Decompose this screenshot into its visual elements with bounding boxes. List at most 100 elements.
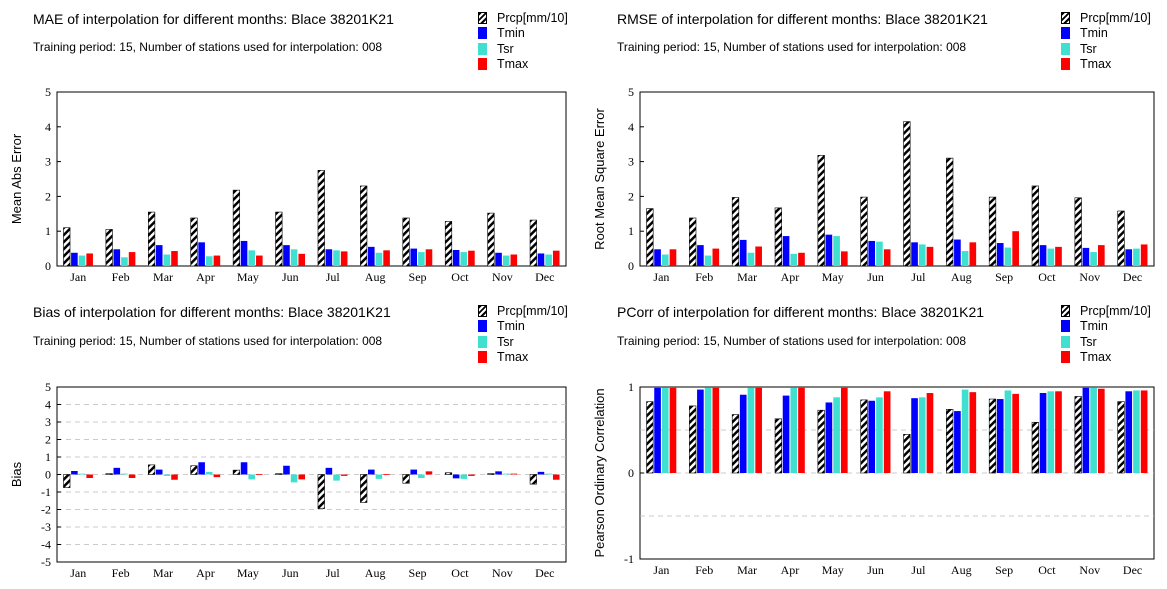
y-tick-label: 0 <box>45 468 51 482</box>
legend-swatch-tmin <box>478 27 487 40</box>
bar-tsr-jul <box>333 474 340 481</box>
bar-tsr-dec <box>1133 248 1140 266</box>
bar-prcp-mm-10-nov <box>487 212 495 267</box>
bar-tmax-nov <box>1097 388 1105 473</box>
bar-tsr-oct <box>1047 391 1055 473</box>
y-tick-label: 5 <box>628 85 634 99</box>
bar-tmin-jul <box>911 398 918 473</box>
legend-item-tmax: Tmax <box>478 57 568 73</box>
legend-label: Tmax <box>1080 350 1112 365</box>
legend-item-tmax: Tmax <box>478 350 568 366</box>
chart-title: MAE of interpolation for different month… <box>33 11 394 27</box>
bar-tmin-may <box>240 462 248 475</box>
bar-tmax-sep <box>1012 393 1019 473</box>
bar-tmin-jan <box>654 249 661 266</box>
mae-panel: MAE of interpolation for different month… <box>0 0 580 292</box>
x-tick-label: Sep <box>995 563 1013 577</box>
x-tick-label: Nov <box>1079 563 1100 577</box>
bar-prcp-mm-10-jul <box>903 434 911 474</box>
x-tick-label: Apr <box>196 566 215 580</box>
bar-tsr-jun <box>876 241 883 266</box>
bar-prcp-mm-10-mar <box>731 197 740 267</box>
legend-swatch-tmax <box>1061 58 1070 71</box>
x-tick-label: Mar <box>737 563 757 577</box>
x-tick-label: Aug <box>951 563 972 577</box>
legend-swatch-tsr <box>478 335 487 348</box>
bar-tsr-dec <box>1133 390 1140 473</box>
bar-tsr-apr <box>790 387 798 473</box>
y-tick-label: 5 <box>45 380 51 394</box>
bar-prcp-mm-10-apr <box>774 207 782 267</box>
bar-tmin-jul <box>325 467 333 475</box>
bar-tmin-jun <box>283 245 290 266</box>
bar-prcp-mm-10-jul <box>317 474 325 509</box>
legend-item-prcp: Prcp[mm/10] <box>1061 10 1151 26</box>
bar-prcp-mm-10-oct <box>444 221 453 267</box>
x-tick-label: May <box>822 270 844 284</box>
bar-prcp-mm-10-feb <box>105 229 113 267</box>
bar-tsr-jul <box>918 397 926 473</box>
bar-prcp-mm-10-dec <box>1117 210 1125 267</box>
legend-label: Tsr <box>1080 334 1097 349</box>
bar-prcp-mm-10-jun <box>860 399 868 474</box>
bar-tmin-sep <box>410 248 418 266</box>
bar-tsr-oct <box>460 474 468 479</box>
bar-tmin-feb <box>113 467 121 475</box>
bar-tmax-jan <box>86 474 93 478</box>
x-tick-label: Feb <box>695 270 713 284</box>
bar-tmax-mar <box>171 474 178 480</box>
bar-prcp-mm-10-may <box>817 155 825 267</box>
bar-tsr-may <box>833 236 840 266</box>
bar-prcp-mm-10-jun <box>275 473 283 475</box>
bar-tmin-mar <box>155 245 163 266</box>
bar-tmax-mar <box>171 251 178 266</box>
bar-tmin-sep <box>996 243 1004 266</box>
bar-tsr-jan <box>78 255 86 266</box>
bar-prcp-mm-10-may <box>817 409 825 474</box>
bar-tmax-jan <box>669 387 677 473</box>
legend-label: Tmin <box>497 319 525 334</box>
legend-label: Tmin <box>497 26 525 41</box>
bar-tmax-dec <box>1140 244 1148 266</box>
x-tick-label: Dec <box>535 566 554 580</box>
x-tick-label: Mar <box>737 270 757 284</box>
bar-tsr-feb <box>121 257 128 266</box>
bar-tsr-sep <box>1004 247 1012 266</box>
bar-prcp-mm-10-jul <box>317 170 325 267</box>
bar-tmax-dec <box>1140 390 1148 473</box>
bar-tmax-feb <box>128 252 136 266</box>
bar-tsr-mar <box>747 252 755 266</box>
x-tick-label: Nov <box>1079 270 1100 284</box>
legend-item-tmin: Tmin <box>1061 26 1151 42</box>
bar-tsr-apr <box>790 253 798 266</box>
bar-tsr-may <box>248 474 255 480</box>
bar-tmin-dec <box>1125 249 1133 266</box>
plot-area <box>639 91 1155 267</box>
bar-tmax-feb <box>712 387 720 473</box>
x-tick-label: Jul <box>326 566 341 580</box>
bar-tmax-sep <box>425 249 433 266</box>
plot-area <box>56 91 567 267</box>
y-tick-label: 3 <box>45 415 51 429</box>
x-tick-label: Mar <box>153 270 173 284</box>
bias-chart: -5 -4 -3 -2 -1 0 1 2 3 4 5 Bias Jan Feb Mar Apr May Jun Ju… <box>9 380 567 580</box>
bar-tmax-oct <box>468 474 475 476</box>
bar-tsr-jan <box>78 473 86 475</box>
x-tick-label: Sep <box>995 270 1013 284</box>
legend-item-tsr: Tsr <box>1061 41 1151 57</box>
x-tick-label: May <box>237 566 259 580</box>
bar-tsr-jun <box>290 474 298 483</box>
bar-tmin-apr <box>198 462 205 475</box>
y-tick-label: -5 <box>41 555 51 569</box>
bar-tmin-jun <box>283 465 290 475</box>
x-tick-label: Oct <box>1038 270 1056 284</box>
x-tick-label: Jan <box>653 270 669 284</box>
x-tick-label: Oct <box>1038 563 1056 577</box>
bar-tmin-aug <box>954 239 961 266</box>
legend-swatch-tmax <box>1061 351 1070 364</box>
legend-swatch-tsr <box>478 42 487 55</box>
bar-tmax-mar <box>755 387 762 473</box>
y-tick-label: -4 <box>41 538 51 552</box>
x-tick-label: Dec <box>1123 270 1142 284</box>
x-tick-label: Feb <box>695 563 713 577</box>
